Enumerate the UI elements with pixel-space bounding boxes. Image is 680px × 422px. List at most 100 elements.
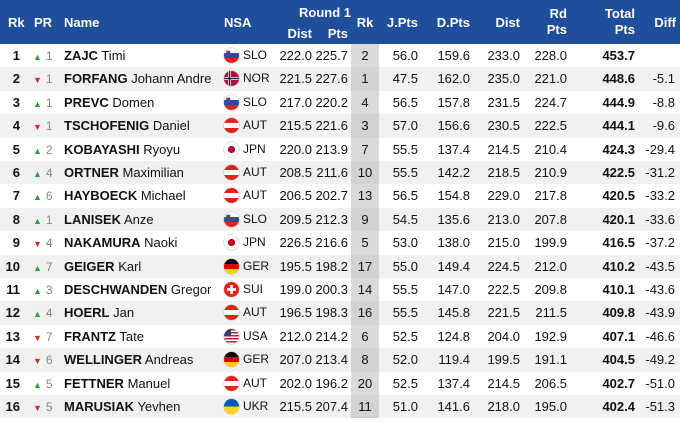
rank-cell: 16 [5,399,20,414]
nsa-code: SUI [243,282,264,296]
rank-cell: 13 [5,328,20,344]
athlete-first-name: Timi [101,48,126,63]
athlete-first-name: Anze [123,211,154,227]
flag-jpn-icon [224,235,239,251]
header-distance[interactable]: Dist [495,15,520,30]
round-points-cell: 221.6 [315,118,348,134]
distance-cell: 233.0 [487,48,520,63]
athlete-name[interactable]: NAKAMURA Naoki [64,231,220,254]
header-round-points-line2[interactable]: Pts [546,22,567,37]
athlete-last-name: WELLINGER [64,352,142,368]
table-row: 12 ▲ 4 HOERL Jan AUT 196.5 198.3 16 55.5 145.8 221… [0,301,680,325]
header-judge-points[interactable]: J.Pts [386,15,418,30]
previous-rank-cell: ▼ 7 [33,325,59,348]
round-points-total-cell: 212.0 [534,258,567,274]
header-total-line2[interactable]: Pts [614,22,635,37]
arrow-up-icon: ▲ [33,309,42,320]
athlete-name[interactable]: FETTNER Manuel [64,372,220,395]
athlete-name[interactable]: MARUSIAK Yevhen [64,395,220,418]
round-distance-cell: 222.0 [279,48,312,63]
table-row: 10 ▲ 7 GEIGER Karl GER 195.5 198.2 17 55.0 149.4 2… [0,254,680,278]
nsa-code: JPN [243,141,266,156]
athlete-last-name: LANISEK [64,211,122,227]
header-distance-points[interactable]: D.Pts [436,15,470,30]
header-rank[interactable]: Rk [8,15,25,30]
rank-cell: 7 [12,188,20,204]
header-round-points-line1: Rd [549,6,567,21]
round-points-cell: 212.3 [315,211,348,227]
round-rank-cell: 11 [351,395,379,419]
judge-points-cell: 52.5 [392,375,418,391]
header-difference[interactable]: Diff [654,15,676,30]
round-points-total-cell: 222.5 [534,118,567,134]
athlete-name[interactable]: FRANTZ Tate [64,325,220,348]
total-points-cell: 420.5 [602,188,635,204]
arrow-up-icon: ▲ [33,98,42,109]
round-points-total-cell: 210.9 [534,165,567,180]
distance-cell: 222.5 [487,282,520,297]
table-row: 7 ▲ 6 HAYBOECK Michael AUT 206.5 202.7 13 56.5 15… [0,184,680,208]
athlete-last-name: TSCHOFENIG [64,118,150,134]
athlete-name[interactable]: ZAJC Timi [64,44,220,67]
header-round-pts[interactable]: Pts [327,26,348,41]
distance-cell: 215.0 [487,235,520,251]
athlete-first-name: Gregor [170,282,212,297]
athlete-name[interactable]: KOBAYASHI Ryoyu [64,138,220,161]
difference-cell: -51.0 [645,375,675,391]
table-row: 8 ▲ 1 LANISEK Anze SLO 209.5 212.3 9 54.5 135.6 21… [0,207,680,232]
header-nsa[interactable]: NSA [224,15,252,30]
distance-cell: 218.5 [487,165,520,180]
previous-rank-value: 2 [45,142,53,157]
athlete-name[interactable]: DESCHWANDEN Gregor [64,278,220,301]
header-round: Round 1 [299,5,351,20]
distance-cell: 204.0 [487,328,520,344]
athlete-last-name: MARUSIAK [64,399,135,414]
judge-points-cell: 56.0 [392,48,418,63]
difference-cell: -8.8 [652,94,675,110]
previous-rank-cell: ▼ 5 [33,395,59,418]
distance-cell: 229.0 [487,188,520,204]
nsa-code: SLO [243,94,268,109]
header-previous-rank[interactable]: PR [34,15,53,30]
difference-cell: -33.2 [645,188,675,204]
difference-cell: -49.2 [645,352,675,368]
round-points-cell: 220.2 [315,94,348,110]
athlete-name[interactable]: FORFANG Johann Andre [64,67,220,90]
header-name[interactable]: Name [64,15,100,30]
table-row: 4 ▼ 1 TSCHOFENIG Daniel AUT 215.5 221.6 3 57.0 15… [0,114,680,138]
previous-rank-value: 5 [45,376,53,391]
athlete-name[interactable]: PREVC Domen [64,91,220,114]
round-points-cell: 211.6 [316,165,348,180]
athlete-name[interactable]: LANISEK Anze [64,208,220,231]
previous-rank-value: 6 [45,189,53,204]
judge-points-cell: 52.0 [392,352,418,368]
table-row: 13 ▼ 7 FRANTZ Tate USA 212.0 214.2 6 52.5 124.8 20… [0,324,680,349]
athlete-name[interactable]: TSCHOFENIG Daniel [64,114,220,137]
athlete-name[interactable]: HOERL Jan [64,301,220,324]
total-points-cell: 410.1 [602,282,635,297]
header-total-line1: Total [604,6,635,21]
total-points-cell: 420.1 [602,211,635,227]
athlete-first-name: Karl [118,258,142,274]
judge-points-cell: 47.5 [392,71,418,87]
round-points-cell: 198.3 [315,305,348,321]
round-points-cell: 207.4 [315,399,348,414]
distance-points-cell: 149.4 [437,258,470,274]
athlete-name[interactable]: GEIGER Karl [64,255,220,278]
header-round-rank[interactable]: Rk [356,15,374,30]
distance-cell: 199.5 [487,352,520,368]
arrow-up-icon: ▲ [33,262,42,273]
athlete-first-name: Johann Andre [131,71,212,87]
table-row: 11 ▲ 3 DESCHWANDEN Gregor SUI 199.0 200.3 14 55.… [0,278,680,302]
arrow-up-icon: ▲ [33,192,42,203]
total-points-cell: 453.7 [602,48,635,63]
header-round-dist[interactable]: Dist [287,26,312,41]
athlete-first-name: Maximilian [122,165,184,180]
athlete-name[interactable]: WELLINGER Andreas [64,348,220,371]
total-points-cell: 444.9 [602,94,635,110]
athlete-first-name: Jan [113,305,135,321]
athlete-name[interactable]: HAYBOECK Michael [64,184,220,207]
round-rank-cell: 20 [351,371,379,395]
athlete-name[interactable]: ORTNER Maximilian [64,161,220,184]
rank-cell: 12 [5,305,20,321]
